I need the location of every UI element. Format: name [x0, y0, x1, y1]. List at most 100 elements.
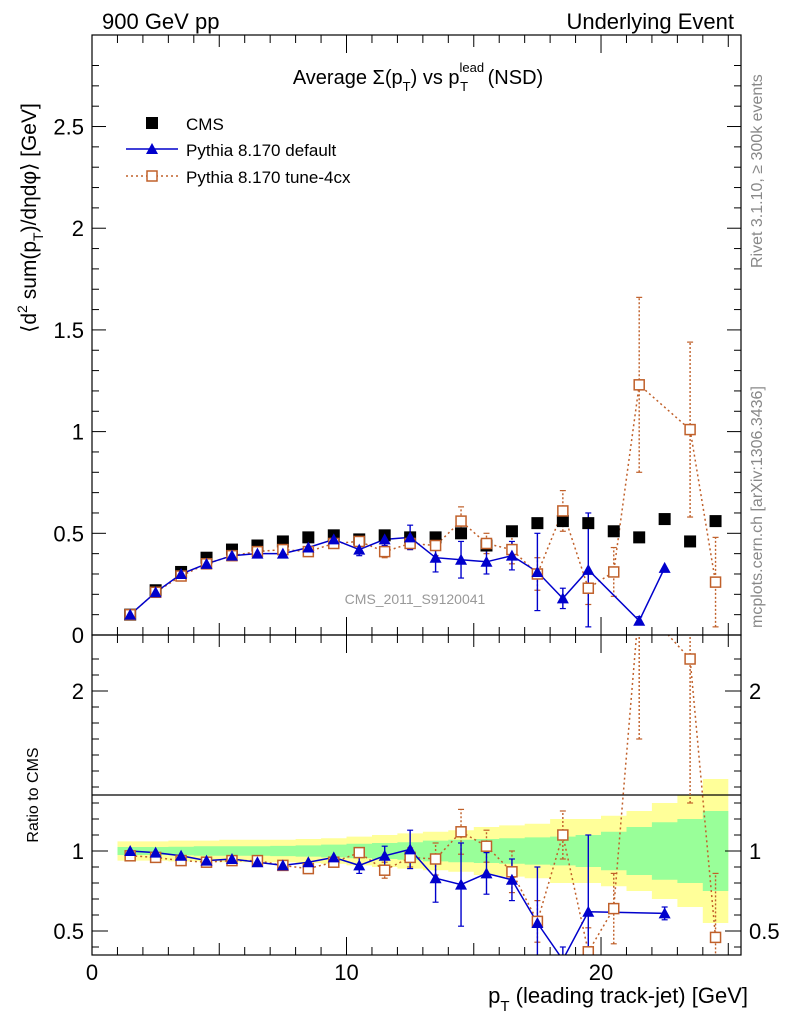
- main-default-point: [582, 563, 595, 575]
- main-cms-point: [607, 525, 620, 538]
- ratio-band-inner: [117, 811, 729, 891]
- ratio-tune-point: [582, 946, 595, 955]
- ratio-default-point: [505, 873, 518, 885]
- ratio-tune-point: [709, 931, 722, 944]
- main-y-axis-label: ⟨d2 sum(pT)/dηdφ⟩ [GeV]: [14, 103, 46, 333]
- main-default-point: [251, 547, 264, 559]
- main-cms-point: [684, 535, 697, 548]
- main-default-point: [149, 586, 162, 598]
- main-default-point: [124, 608, 137, 620]
- ratio-tune-point: [634, 598, 644, 608]
- ratio-default-point: [531, 917, 544, 928]
- main-default-point: [480, 555, 493, 567]
- legend-default-label: Pythia 8.170 default: [186, 141, 337, 160]
- main-tune-point: [557, 505, 569, 517]
- ratio-default-point: [175, 849, 188, 861]
- main-y-tick-label: 1.5: [53, 318, 84, 343]
- ratio-default-point: [404, 843, 417, 855]
- ratio-tune-line: [130, 635, 717, 954]
- main-tune-point: [684, 423, 696, 436]
- main-cms-point: [709, 515, 722, 528]
- ratio-tune-point: [429, 853, 442, 865]
- ratio-y-axis-label: Ratio to CMS: [25, 747, 42, 842]
- ratio-default-point: [149, 846, 162, 858]
- main-cms-point: [302, 531, 315, 544]
- main-cms-point: [505, 525, 518, 538]
- ratio-default-point: [124, 845, 137, 856]
- main-default-point: [404, 531, 417, 543]
- main-tune-point: [709, 576, 722, 588]
- ratio-default-point: [658, 907, 671, 919]
- axis-ticks: 00.511.522.50 10 200.5 0.51 12 2: [53, 35, 780, 985]
- main-cms-point: [633, 531, 646, 544]
- main-cms-point: [531, 517, 544, 530]
- main-cms-point: [582, 517, 595, 530]
- main-default-point: [225, 549, 238, 561]
- ratio-default-point: [480, 867, 493, 879]
- main-default-point: [505, 549, 518, 561]
- legend-tune-marker: [146, 170, 158, 182]
- main-default-point: [633, 614, 646, 626]
- rivet-version-text: Rivet 3.1.10, ≥ 300k events: [749, 74, 766, 268]
- ratio-default-point: [302, 856, 315, 868]
- main-y-tick-label: 1: [72, 420, 84, 445]
- ratio-data-layer: [124, 598, 722, 955]
- ratio-default-point: [200, 854, 213, 866]
- ratio-y-tick-label-right: 2: [749, 679, 761, 704]
- x-tick-label: 0: [86, 960, 98, 985]
- main-cms-point: [556, 515, 569, 528]
- ratio-tune-point: [455, 826, 467, 838]
- main-default-point: [429, 551, 442, 563]
- legend-default-marker: [146, 143, 158, 154]
- main-default-point: [327, 533, 340, 545]
- legend-cms-marker: [146, 117, 158, 129]
- main-y-tick-label: 2.5: [53, 115, 84, 140]
- main-default-point: [175, 567, 188, 579]
- legend-cms-label: CMS: [186, 115, 224, 134]
- ratio-default-point: [378, 849, 391, 861]
- ratio-tune-point: [607, 902, 620, 915]
- main-default-point: [531, 565, 544, 577]
- main-tune-point: [480, 537, 493, 550]
- main-default-point: [455, 553, 468, 565]
- main-title: Average Σ(pT) vs plead T (NSD): [293, 60, 543, 94]
- main-data-layer: [124, 296, 722, 628]
- ratio-default-point: [582, 905, 595, 917]
- main-y-tick-label: 0: [72, 623, 84, 648]
- x-axis-label: pT (leading track-jet) [GeV]: [488, 983, 748, 1015]
- main-tune-point: [429, 539, 442, 552]
- legend: CMS Pythia 8.170 default Pythia 8.170 tu…: [126, 115, 351, 187]
- ratio-default-point: [353, 859, 366, 871]
- x-tick-label: 20: [589, 960, 613, 985]
- mcplots-reference-text: mcplots.cern.ch [arXiv:1306.3436]: [749, 386, 766, 628]
- main-cms-point: [658, 513, 671, 526]
- main-default-point: [200, 557, 213, 569]
- ratio-y-tick-label-left: 1: [72, 839, 84, 864]
- main-y-tick-label: 2: [72, 216, 84, 241]
- main-default-point: [302, 541, 315, 553]
- ratio-default-point: [251, 856, 264, 868]
- ratio-default-point: [455, 878, 468, 890]
- ratio-y-tick-label-left: 2: [72, 679, 84, 704]
- ratio-plot-frame: [91, 634, 742, 956]
- main-tune-line: [129, 383, 717, 616]
- header-right: Underlying Event: [566, 9, 734, 34]
- main-default-point: [658, 561, 671, 573]
- main-y-tick-label: 0.5: [53, 521, 84, 546]
- main-tune-point: [582, 582, 595, 594]
- ratio-y-tick-label-left: 0.5: [53, 919, 84, 944]
- main-default-line: [129, 536, 666, 623]
- ratio-tune-point: [480, 840, 493, 852]
- ratio-y-tick-label-right: 0.5: [749, 919, 780, 944]
- ratio-default-point: [276, 859, 289, 871]
- main-tune-point: [633, 379, 645, 391]
- legend-tune-label: Pythia 8.170 tune-4cx: [186, 168, 351, 187]
- ratio-default-point: [327, 851, 340, 863]
- main-default-point: [353, 543, 366, 555]
- ratio-tune-point: [378, 864, 391, 876]
- main-tune-point: [378, 545, 391, 558]
- ratio-tune-point: [353, 846, 365, 859]
- ratio-default-point: [429, 872, 442, 884]
- ratio-y-tick-label-right: 1: [749, 839, 761, 864]
